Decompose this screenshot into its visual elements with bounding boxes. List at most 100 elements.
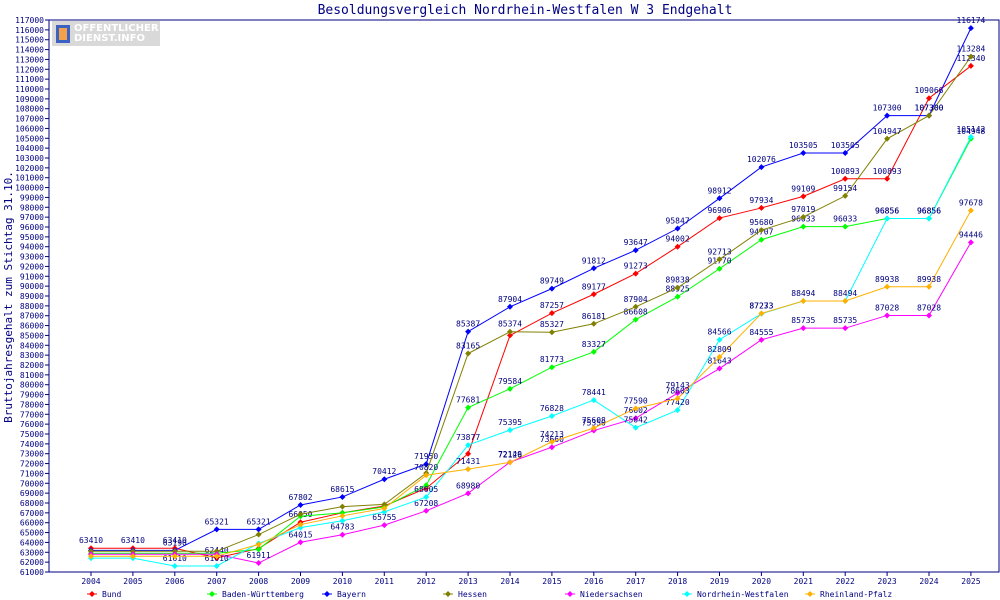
legend-label: Bayern (337, 590, 366, 599)
data-label: 71950 (414, 452, 438, 461)
y-tick-label: 90000 (20, 282, 44, 291)
x-tick-label: 2009 (291, 577, 310, 586)
data-point (674, 395, 681, 402)
data-point (507, 328, 513, 335)
data-point (800, 223, 807, 230)
data-label: 76828 (540, 404, 564, 413)
y-tick-label: 106000 (15, 124, 44, 133)
y-tick-label: 87000 (20, 312, 44, 321)
data-label: 83327 (582, 340, 606, 349)
data-point (548, 444, 555, 451)
data-point (884, 175, 891, 182)
data-point (590, 397, 597, 404)
data-point (213, 553, 220, 560)
data-label: 85374 (498, 320, 522, 329)
data-point (507, 459, 513, 466)
data-label: 88494 (791, 289, 815, 298)
y-tick-label: 110000 (15, 85, 44, 94)
data-point (800, 150, 807, 157)
data-point (129, 553, 136, 560)
data-label: 109066 (915, 86, 944, 95)
data-label: 68605 (414, 485, 438, 494)
data-label: 81643 (707, 357, 731, 366)
data-point (758, 236, 765, 243)
x-tick-label: 2011 (375, 577, 394, 586)
y-tick-label: 70000 (20, 479, 44, 488)
data-label: 95847 (666, 217, 690, 226)
data-label: 63190 (163, 538, 187, 547)
data-point (339, 503, 346, 510)
data-label: 89749 (540, 277, 564, 286)
data-point (632, 316, 639, 323)
data-point (465, 442, 472, 449)
data-point (884, 215, 891, 222)
y-tick-label: 105000 (15, 134, 44, 143)
data-label: 84555 (749, 328, 773, 337)
data-point (758, 227, 765, 234)
data-point (967, 25, 974, 32)
data-label: 83165 (456, 342, 480, 351)
y-tick-label: 79000 (20, 391, 44, 400)
data-point (716, 365, 723, 372)
data-label: 65755 (372, 513, 396, 522)
data-label: 92713 (707, 247, 731, 256)
data-label: 94002 (666, 235, 690, 244)
data-point (465, 450, 472, 457)
legend-swatch-marker (209, 591, 215, 597)
y-tick-label: 117000 (15, 16, 44, 25)
data-point (674, 407, 681, 414)
data-point (674, 225, 681, 232)
data-label: 107300 (873, 104, 902, 113)
x-tick-label: 2008 (249, 577, 268, 586)
data-point (381, 501, 388, 508)
y-tick-label: 91000 (20, 272, 44, 281)
data-label: 84566 (707, 328, 731, 337)
data-label: 104947 (873, 127, 902, 136)
data-point (255, 541, 262, 548)
y-tick-label: 65000 (20, 529, 44, 538)
y-tick-label: 78000 (20, 400, 44, 409)
data-point (967, 239, 974, 246)
data-point (758, 204, 765, 211)
data-point (758, 310, 765, 317)
y-tick-label: 94000 (20, 243, 44, 252)
data-label: 97678 (959, 198, 983, 207)
data-point (339, 493, 346, 500)
data-point (465, 350, 472, 357)
data-point (926, 95, 932, 102)
data-label: 87273 (749, 302, 773, 311)
y-tick-label: 67000 (20, 509, 44, 518)
data-label: 87233 (749, 301, 773, 310)
y-tick-label: 85000 (20, 331, 44, 340)
data-point (423, 494, 430, 501)
data-point (842, 223, 849, 230)
data-point (423, 507, 430, 514)
data-label: 61911 (247, 551, 271, 560)
data-label: 87904 (624, 295, 648, 304)
data-label: 72149 (498, 450, 522, 459)
data-point (800, 325, 807, 332)
y-tick-label: 77000 (20, 410, 44, 419)
x-tick-label: 2004 (81, 577, 100, 586)
data-label: 100893 (873, 167, 902, 176)
data-point (381, 476, 388, 483)
logo-line-1: OFFENTLICHER (74, 22, 159, 34)
y-tick-label: 74000 (20, 440, 44, 449)
data-point (967, 53, 974, 60)
data-label: 85735 (791, 316, 815, 325)
data-label: 78441 (582, 388, 606, 397)
data-point (842, 297, 849, 304)
data-label: 96856 (875, 207, 899, 216)
data-point (926, 312, 932, 319)
x-tick-label: 2006 (165, 577, 184, 586)
data-label: 89177 (582, 282, 606, 291)
data-label: 97934 (749, 196, 773, 205)
data-point (884, 112, 891, 119)
data-label: 107300 (915, 104, 944, 113)
data-label: 94446 (959, 230, 983, 239)
x-tick-label: 2023 (877, 577, 896, 586)
data-point (716, 336, 723, 343)
data-point (590, 291, 597, 298)
data-label: 63410 (79, 536, 103, 545)
data-label: 96856 (917, 207, 941, 216)
